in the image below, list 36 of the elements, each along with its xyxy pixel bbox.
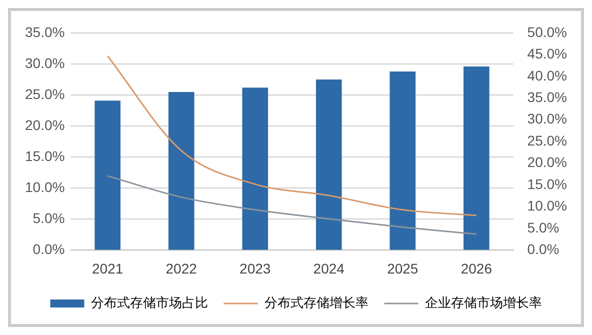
legend-label: 企业存储市场增长率 (424, 295, 542, 310)
y2-tick-label: 30.0% (527, 110, 568, 127)
bar (464, 66, 490, 250)
y2-tick-label: 50.0% (527, 24, 568, 40)
y2-tick-label: 5.0% (527, 219, 560, 236)
x-tick-label: 2022 (166, 260, 198, 276)
y-tick-label: 20.0% (24, 116, 65, 133)
y-tick-label: 0.0% (32, 241, 65, 258)
line-series (106, 55, 478, 216)
y-tick-label: 5.0% (32, 210, 65, 226)
y2-tick-label: 35.0% (527, 89, 568, 106)
legend-label: 分布式存储增长率 (264, 295, 368, 310)
y2-tick-label: 0.0% (527, 241, 560, 258)
x-tick-label: 2024 (313, 260, 345, 276)
y-tick-label: 35.0% (24, 24, 65, 40)
y2-tick-label: 10.0% (527, 198, 568, 214)
y2-tick-label: 25.0% (527, 132, 568, 148)
x-tick-label: 2023 (240, 260, 271, 276)
y2-tick-label: 20.0% (527, 154, 568, 170)
bar (242, 88, 268, 250)
x-tick-label: 2021 (92, 260, 124, 276)
legend-label: 分布式存储市场占比 (90, 295, 208, 310)
y-tick-label: 30.0% (24, 54, 65, 71)
y2-tick-label: 15.0% (527, 176, 568, 192)
x-tick-label: 2026 (460, 260, 492, 276)
bar (94, 100, 120, 250)
line-series (106, 175, 478, 235)
bar (168, 92, 194, 250)
y-tick-label: 15.0% (24, 148, 65, 164)
y-tick-label: 10.0% (24, 179, 65, 195)
y2-tick-label: 40.0% (527, 67, 568, 84)
bar (316, 80, 342, 250)
y2-tick-label: 45.0% (527, 46, 568, 62)
x-tick-label: 2025 (387, 260, 418, 276)
bar (390, 71, 416, 250)
y-tick-label: 25.0% (24, 86, 65, 102)
